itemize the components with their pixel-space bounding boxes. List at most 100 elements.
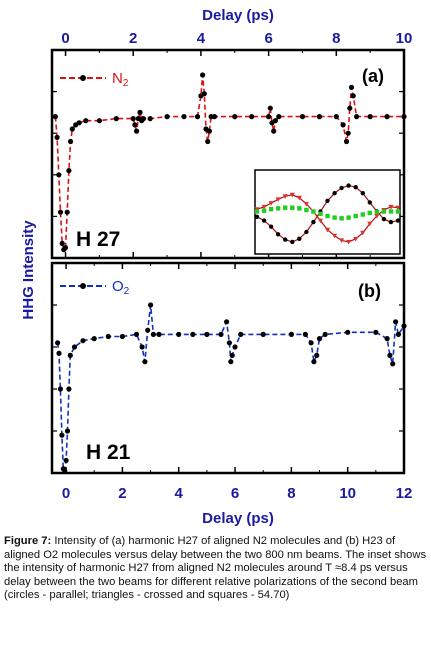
inset-triangle-point	[317, 218, 324, 224]
x-tick-label: 10	[339, 485, 356, 502]
data-point	[181, 114, 187, 120]
x-tick-label: 0	[61, 30, 69, 47]
inset-circle-point	[311, 219, 316, 225]
inset-square-point	[268, 207, 274, 212]
inset-triangle-point	[367, 221, 373, 227]
panel-b-label: (b)	[358, 281, 381, 301]
data-point	[119, 333, 125, 340]
series-line-b	[56, 304, 405, 474]
inset-circle-point	[268, 224, 274, 229]
data-point	[266, 114, 272, 120]
data-point	[105, 333, 111, 340]
panel-b-frame	[50, 261, 406, 475]
data-point	[347, 105, 353, 111]
data-point	[350, 93, 356, 99]
data-point	[314, 352, 320, 358]
x-tick-label: 6	[264, 30, 272, 47]
data-point	[204, 331, 210, 337]
data-point	[52, 114, 59, 120]
inset-circle-point	[360, 191, 365, 196]
caption-text: Intensity of (a) harmonic H27 of aligned…	[4, 535, 427, 602]
inset-square-point	[254, 209, 260, 214]
data-point	[260, 331, 266, 337]
inset-square-point	[395, 209, 401, 214]
x-tick-label: 4	[197, 30, 206, 47]
inset-square-point	[346, 215, 351, 220]
legend-n2-name: N	[112, 70, 123, 87]
x-tick-label: 8	[287, 485, 295, 502]
data-point	[156, 331, 162, 337]
inset-circle-point	[261, 218, 267, 223]
data-point	[68, 138, 74, 145]
data-point	[54, 134, 60, 140]
data-point	[272, 118, 278, 124]
data-point	[57, 209, 64, 215]
data-point	[71, 344, 78, 350]
inset-triangle-point	[339, 238, 345, 243]
inset-triangle-point	[331, 233, 338, 239]
data-point	[139, 344, 145, 350]
panel-b-ticks: 0 2 4 6 8 10 12	[52, 263, 412, 502]
data-point	[200, 72, 206, 78]
data-point	[390, 361, 396, 367]
data-point	[348, 84, 355, 90]
inset-circle-point	[325, 198, 330, 203]
inset-triangle-point	[303, 201, 309, 207]
inset-square-point	[325, 213, 330, 219]
inset-circle-point	[332, 191, 337, 196]
data-point	[218, 331, 224, 337]
data-point	[113, 116, 119, 122]
data-point	[176, 331, 182, 337]
inset-square-point	[374, 210, 380, 215]
inset-square-point	[388, 209, 394, 214]
data-point	[232, 344, 238, 350]
top-axis-title: Delay (ps)	[202, 7, 274, 24]
data-point	[66, 386, 72, 392]
inset-circle-point	[367, 200, 372, 205]
data-point	[384, 114, 390, 120]
inset-triangle-point	[289, 192, 295, 198]
inset-triangle-point	[261, 204, 267, 210]
data-point	[142, 359, 148, 365]
data-point	[147, 116, 153, 122]
data-point	[148, 302, 154, 308]
data-point	[67, 352, 73, 358]
data-point	[194, 114, 201, 120]
data-point	[302, 331, 308, 337]
inset-circle-point	[297, 236, 302, 241]
inset-square-point	[339, 216, 344, 221]
inset-square-point	[318, 211, 323, 216]
data-point	[57, 386, 64, 392]
inset-square-point	[283, 205, 288, 210]
inset-circle-point	[381, 216, 387, 222]
data-point	[345, 130, 351, 136]
svg-text:O2: O2	[112, 278, 130, 297]
inset-square-point	[353, 213, 358, 219]
data-point	[367, 114, 373, 120]
data-point	[311, 359, 317, 365]
data-point	[232, 114, 238, 120]
inset-square-point	[297, 206, 302, 211]
inset-square-point	[290, 205, 295, 210]
data-point	[373, 329, 379, 335]
figure-caption: Figure 7: Intensity of (a) harmonic H27 …	[4, 535, 427, 603]
y-axis-title: HHG Intensity	[20, 220, 37, 320]
data-point	[401, 323, 407, 329]
data-point	[299, 114, 306, 120]
panel-a-harmonic-label: H 27	[76, 228, 120, 251]
data-point	[206, 128, 212, 134]
data-point	[83, 118, 89, 124]
data-point	[69, 126, 75, 132]
data-point	[150, 331, 156, 337]
inset-circle-point	[339, 185, 344, 191]
inset-square-point	[381, 209, 387, 214]
inset-series	[254, 183, 401, 245]
data-point	[345, 329, 351, 335]
inset-circle-point	[304, 229, 309, 235]
data-point	[387, 352, 393, 358]
data-point	[267, 105, 273, 111]
inset-triangle-point	[395, 205, 401, 211]
data-point	[66, 168, 72, 174]
inset-circle-point	[275, 232, 281, 237]
data-point	[343, 138, 350, 145]
